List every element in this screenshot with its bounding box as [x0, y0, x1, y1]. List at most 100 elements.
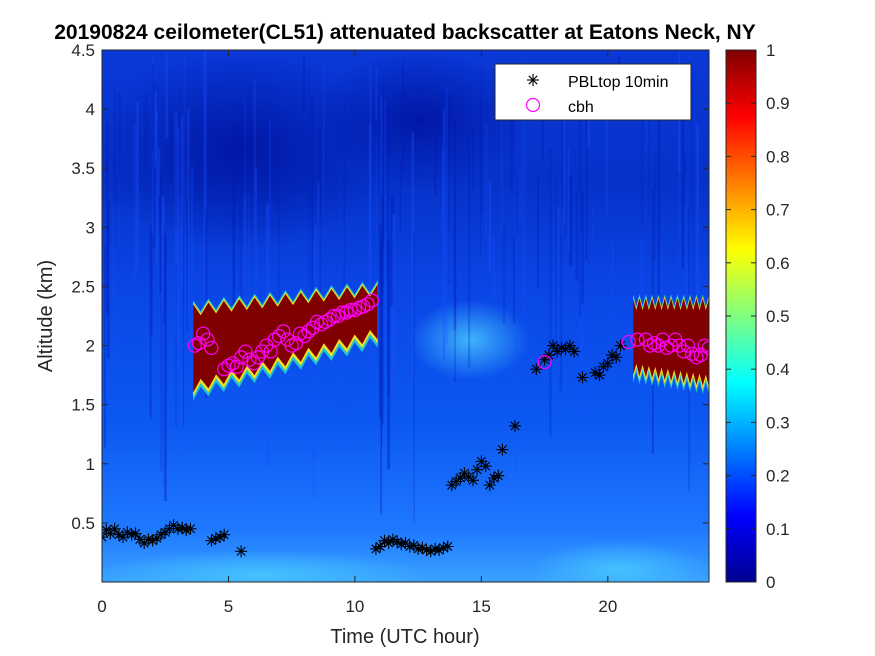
colorbar-tick-label: 0.7 [766, 201, 790, 220]
pbltop-point [610, 351, 623, 364]
y-tick-label: 2 [86, 337, 95, 356]
noise-streak [514, 194, 517, 473]
asterisk-stroke [548, 341, 558, 351]
noise-streak [381, 153, 384, 425]
noise-streak [502, 223, 506, 324]
noise-streak [563, 91, 566, 222]
noise-streak [453, 178, 457, 331]
noise-streak [392, 214, 395, 403]
y-tick-label: 0.5 [71, 514, 95, 533]
noise-streak [107, 201, 110, 359]
cbh-point [360, 297, 375, 312]
pbltop-point [467, 474, 479, 487]
cbh-point [276, 324, 291, 339]
asterisk-stroke [464, 472, 474, 482]
y-axis-label: Altitude (km) [35, 260, 57, 372]
noise-streak [384, 100, 386, 344]
noise-streak [561, 63, 564, 207]
cbh-point [187, 338, 202, 353]
noise-streak [375, 68, 378, 121]
colorbar-tick-label: 0.6 [766, 254, 790, 273]
noise-streak [411, 132, 414, 382]
noise-streak [269, 120, 271, 244]
noise-streak [318, 130, 322, 342]
noise-streak [174, 112, 178, 264]
cbh-point [238, 344, 253, 359]
noise-streak [179, 195, 181, 457]
cbh-point [326, 308, 341, 324]
cbh-point [271, 329, 287, 344]
noise-streak [232, 128, 236, 347]
asterisk-stroke [577, 372, 588, 383]
cbh-point [314, 317, 329, 332]
noise-streak [277, 173, 280, 356]
noise-streak [160, 177, 164, 472]
asterisk-stroke [493, 471, 503, 481]
noise-streak [555, 178, 557, 363]
noise-streak [447, 93, 450, 286]
pbltop-point [492, 469, 505, 482]
asterisk-stroke [400, 538, 411, 548]
colorbar-tick-label: 0 [766, 573, 775, 592]
noise-streak [641, 118, 643, 224]
noise-streak [654, 156, 657, 261]
legend-label-pbltop: PBLtop 10min [568, 74, 669, 91]
noise-streak [387, 238, 391, 470]
noise-streak [479, 100, 482, 257]
noise-streak [112, 207, 115, 359]
asterisk-stroke [122, 527, 132, 537]
noise-streak [118, 92, 121, 204]
noise-streak [549, 148, 552, 437]
pbltop-point [184, 522, 197, 535]
asterisk-stroke [472, 465, 482, 475]
noise-streak [186, 200, 188, 331]
noise-streak [380, 243, 383, 514]
noise-streak [239, 163, 241, 362]
noise-streak [152, 63, 154, 153]
noise-streak [113, 86, 116, 204]
noise-streak [183, 52, 186, 287]
asterisk-stroke [481, 461, 491, 471]
cbh-point [204, 340, 219, 355]
x-tick-label: 20 [598, 597, 617, 616]
x-axis: 0 5 10 15 20 [97, 50, 617, 616]
asterisk-stroke [544, 350, 554, 360]
dark-patch-upper [310, 50, 530, 190]
noise-streak [175, 138, 177, 428]
noise-streak [249, 83, 251, 162]
asterisk-stroke [497, 445, 507, 455]
colorbar-tick-label: 0.1 [766, 520, 790, 539]
bright-patch-surface-right [530, 540, 709, 582]
noise-streak [512, 235, 516, 324]
cbh-point [242, 352, 257, 367]
noise-streak [678, 110, 681, 381]
pbltop-point [576, 371, 589, 384]
noise-streak [191, 166, 194, 346]
noise-streak [203, 50, 207, 310]
asterisk-stroke [417, 543, 427, 553]
asterisk-stroke [409, 540, 419, 550]
cbh-point [621, 334, 636, 350]
noise-streak [591, 203, 594, 304]
y-tick-label: 4.5 [71, 41, 95, 60]
noise-streak [585, 118, 588, 260]
noise-streak [308, 71, 310, 290]
noise-streak [390, 195, 394, 307]
cbh-point [200, 332, 215, 347]
noise-streak [501, 65, 503, 235]
asterisk-stroke [565, 341, 575, 351]
pbltop-point [218, 528, 231, 541]
noise-streak [480, 67, 482, 213]
legend-box [494, 63, 692, 121]
noise-streak [369, 65, 372, 358]
legend-circle [525, 97, 541, 113]
noise-streak [557, 206, 560, 378]
colorbar-tick-label: 0.9 [766, 94, 790, 113]
legend: PBLtop 10min cbh [494, 63, 692, 121]
asterisk-stroke [510, 421, 520, 431]
noise-streak [375, 137, 378, 247]
noise-streak [170, 115, 173, 183]
asterisk-stroke [421, 545, 432, 555]
noise-streak [413, 231, 415, 523]
noise-streak [323, 66, 325, 216]
